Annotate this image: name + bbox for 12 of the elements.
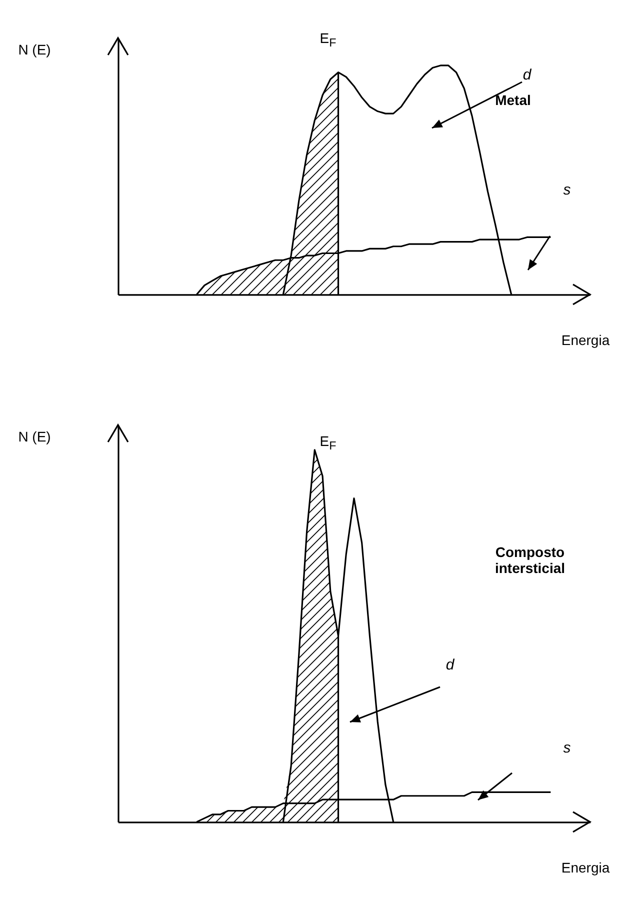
- y-axis-title: N (E): [18, 428, 51, 444]
- y-axis-title: N (E): [18, 42, 51, 58]
- annotation: E$_{F}$: [320, 432, 336, 454]
- text: s: [563, 181, 571, 199]
- text: E$_{F}$: [320, 30, 336, 50]
- x-axis-title: Energia: [561, 859, 610, 876]
- x-axis-title: Energia: [561, 332, 610, 348]
- annotation: Metal: [494, 92, 532, 108]
- annotation: Composto intersticial: [494, 544, 566, 576]
- text: d: [446, 656, 454, 674]
- text: s: [563, 739, 571, 757]
- text: d: [522, 66, 532, 84]
